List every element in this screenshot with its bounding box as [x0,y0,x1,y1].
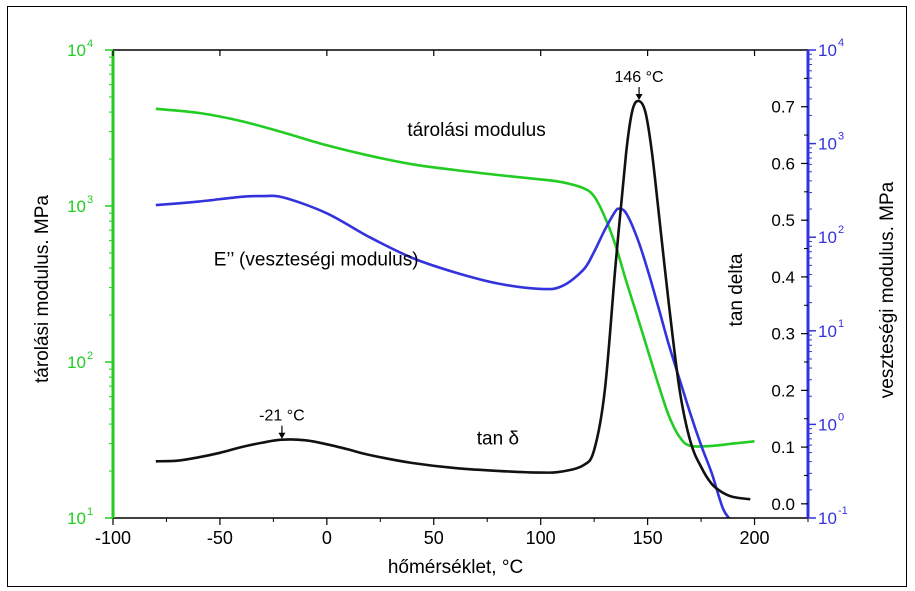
y-right-tick-exponent: 2 [838,224,844,236]
series-label: tárolási modulus [407,120,545,141]
x-tick-label: -100 [95,528,131,548]
y-left-tick-exponent: 4 [87,38,93,50]
y-right-tick-label: 10 [818,322,837,341]
y-tan-tick-label: 0.7 [771,98,795,117]
y-tan-tick-label: 0.5 [771,211,795,230]
y-right-tick-label: 10 [818,415,837,434]
annotation-arrowhead [635,94,643,101]
y-right-tick-label: 10 [818,228,837,247]
series-layer [155,99,755,519]
series-line-right [155,194,731,519]
y-tan-tick-label: 0.0 [771,495,795,514]
y-right-tick-label: 10 [818,509,837,528]
x-tick-label: 0 [322,528,332,548]
x-tick-label: 50 [424,528,444,548]
series-line-tan [155,99,751,501]
x-tick-label: -50 [207,528,233,548]
y-left-tick-exponent: 3 [87,194,93,206]
y-tan-tick-label: 0.4 [771,268,795,287]
y-left-tick-label: 10 [67,41,86,60]
y-right-tick-exponent: 1 [838,318,844,330]
y-left-tick-label: 10 [67,197,86,216]
y-axis-label-left: tárolási modulus. MPa [32,195,53,383]
annotation-layer: tárolási modulus E’’ (veszteségi modulus)… [214,69,664,449]
y-axis-label-tan: tan delta [726,253,747,326]
y-left-tick-exponent: 1 [87,506,93,518]
series-line-left [155,107,755,448]
y-axis-label-right: veszteségi modulus. MPa [877,181,898,398]
y-right-tick-exponent: 0 [838,411,844,423]
chart-frame [7,6,907,587]
y-right-tick-exponent: -1 [838,505,848,517]
y-tan-tick-label: 0.3 [771,325,795,344]
y-tan-tick-label: 0.2 [771,381,795,400]
y-left-tick-exponent: 2 [87,350,93,362]
x-tick-label: 200 [740,528,770,548]
series-label: E’’ (veszteségi modulus) [214,249,419,270]
annotation-arrowhead [278,432,286,439]
y-right-tick-label: 10 [818,41,837,60]
peak-annotation-label: 146 °C [615,69,664,86]
x-axis-label: hőmérséklet, °C [388,557,523,578]
y-tan-tick-label: 0.6 [771,154,795,173]
y-left-tick-label: 10 [67,509,86,528]
y-right-tick-label: 10 [818,135,837,154]
y-right-tick-exponent: 4 [838,37,844,49]
y-right-tick-exponent: 3 [838,131,844,143]
x-tick-label: 150 [633,528,663,548]
peak-annotation-label: -21 °C [259,408,305,425]
y-tan-tick-label: 0.1 [771,438,795,457]
x-tick-label: 100 [526,528,556,548]
y-left-tick-label: 10 [67,353,86,372]
series-label: tan δ [477,428,519,449]
